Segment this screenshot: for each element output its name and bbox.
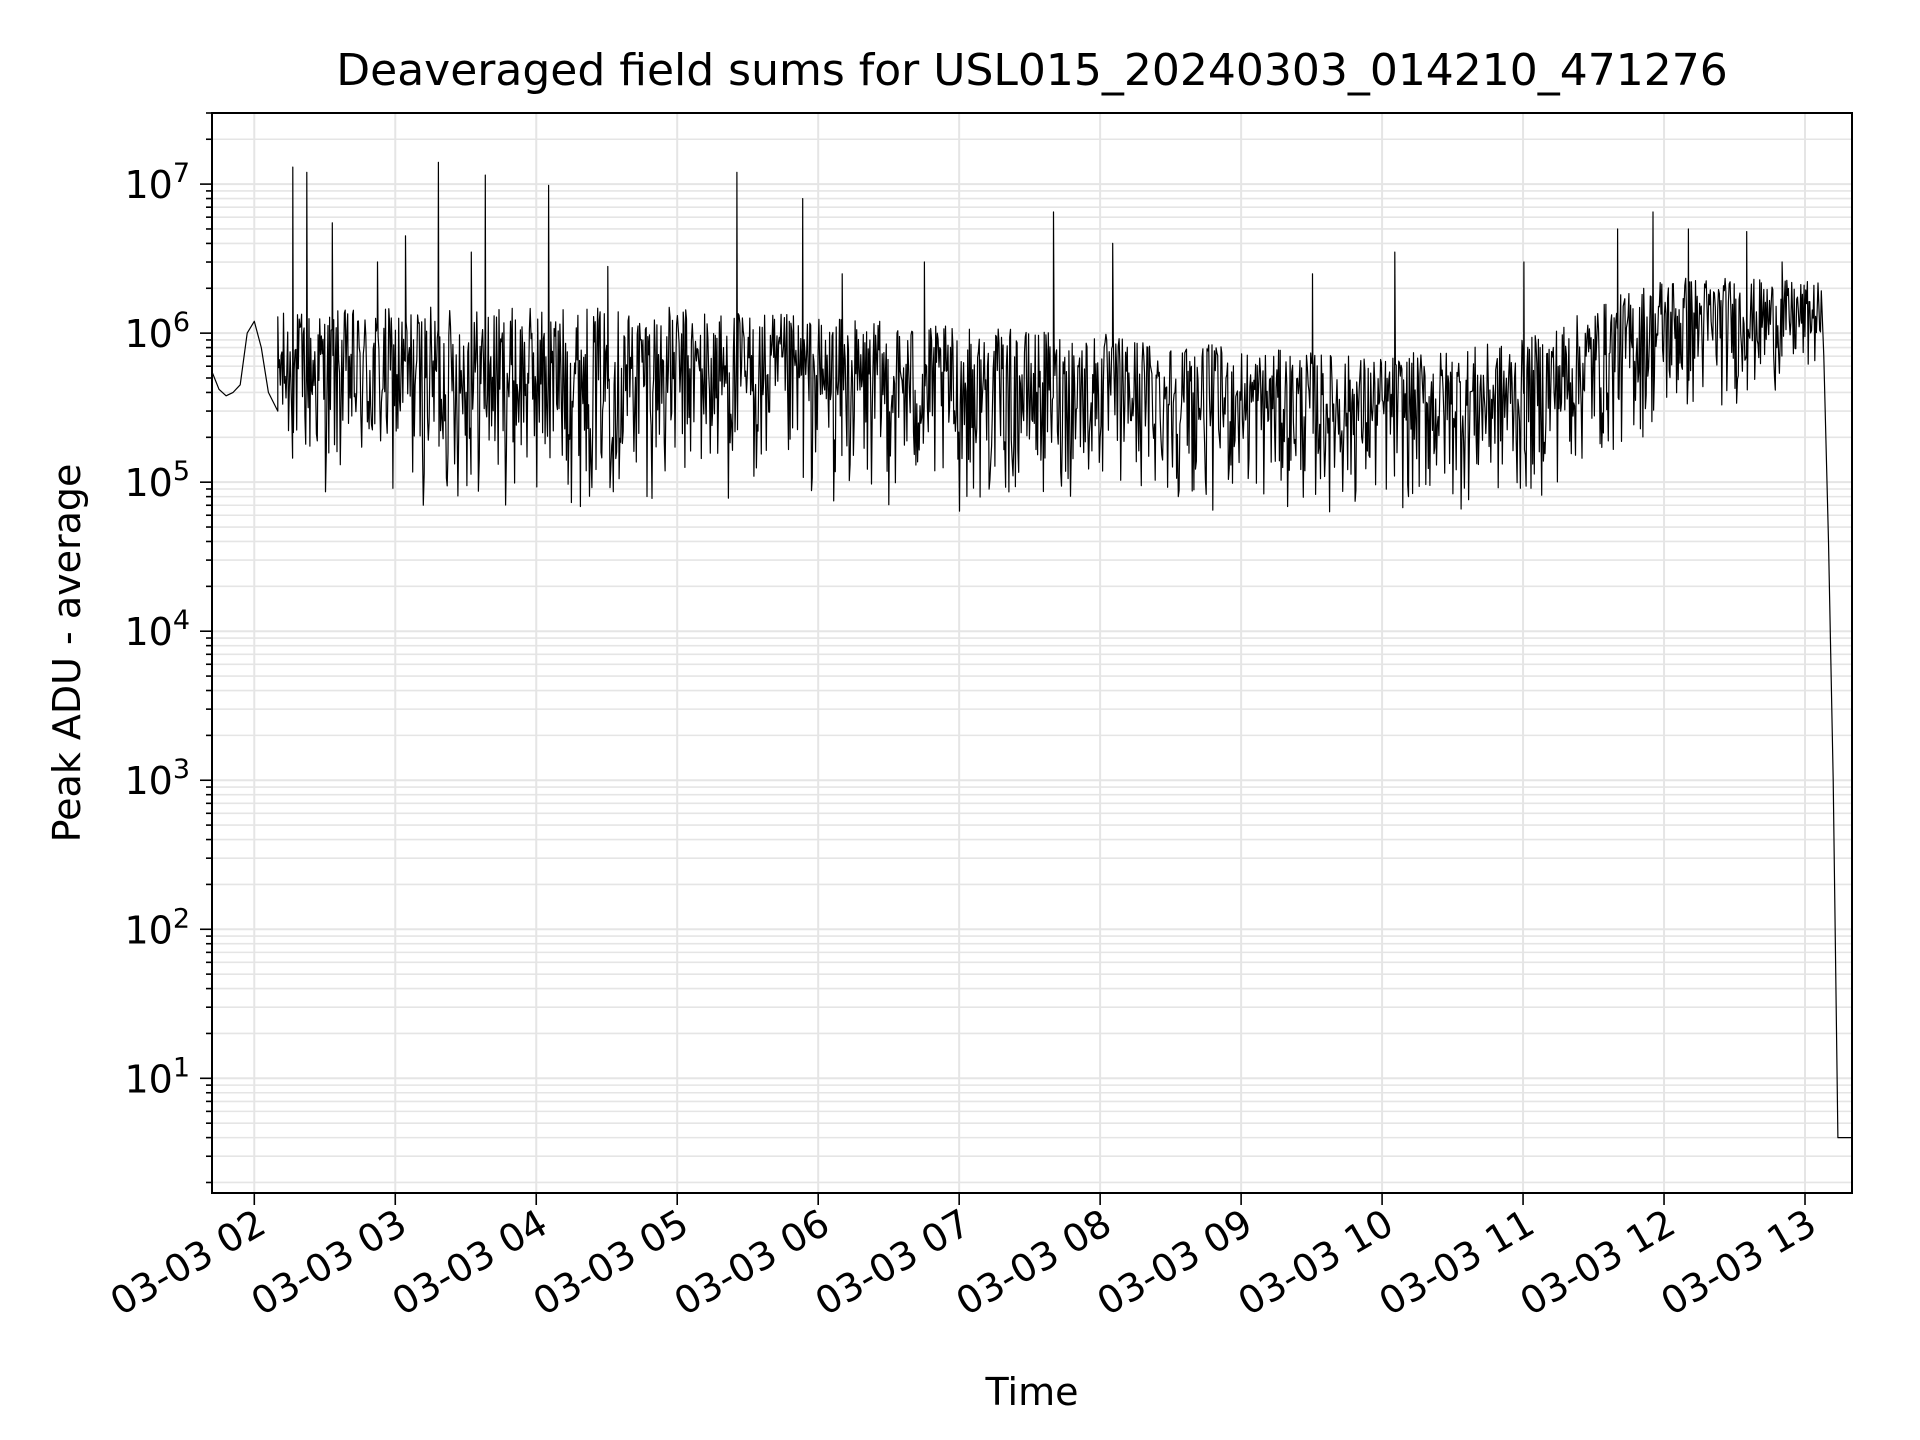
y-tick-label: 101 xyxy=(124,1052,190,1101)
plot-area xyxy=(212,161,1852,1139)
series-line xyxy=(212,161,1852,1139)
y-tick-label: 104 xyxy=(124,605,190,654)
y-tick-label: 106 xyxy=(124,307,190,356)
y-tick-label: 102 xyxy=(124,903,190,952)
y-tick-label: 107 xyxy=(124,158,190,207)
x-axis-label: Time xyxy=(985,1370,1079,1414)
y-axis: 101 102 103 104 105 106 107 xyxy=(124,112,212,1184)
y-tick-label: 105 xyxy=(124,456,190,505)
chart-title: Deaveraged field sums for USL015_2024030… xyxy=(336,45,1728,96)
y-axis-label: Peak ADU - average xyxy=(45,464,89,843)
plot-frame xyxy=(211,112,1853,1194)
y-tick-label: 103 xyxy=(124,754,190,803)
